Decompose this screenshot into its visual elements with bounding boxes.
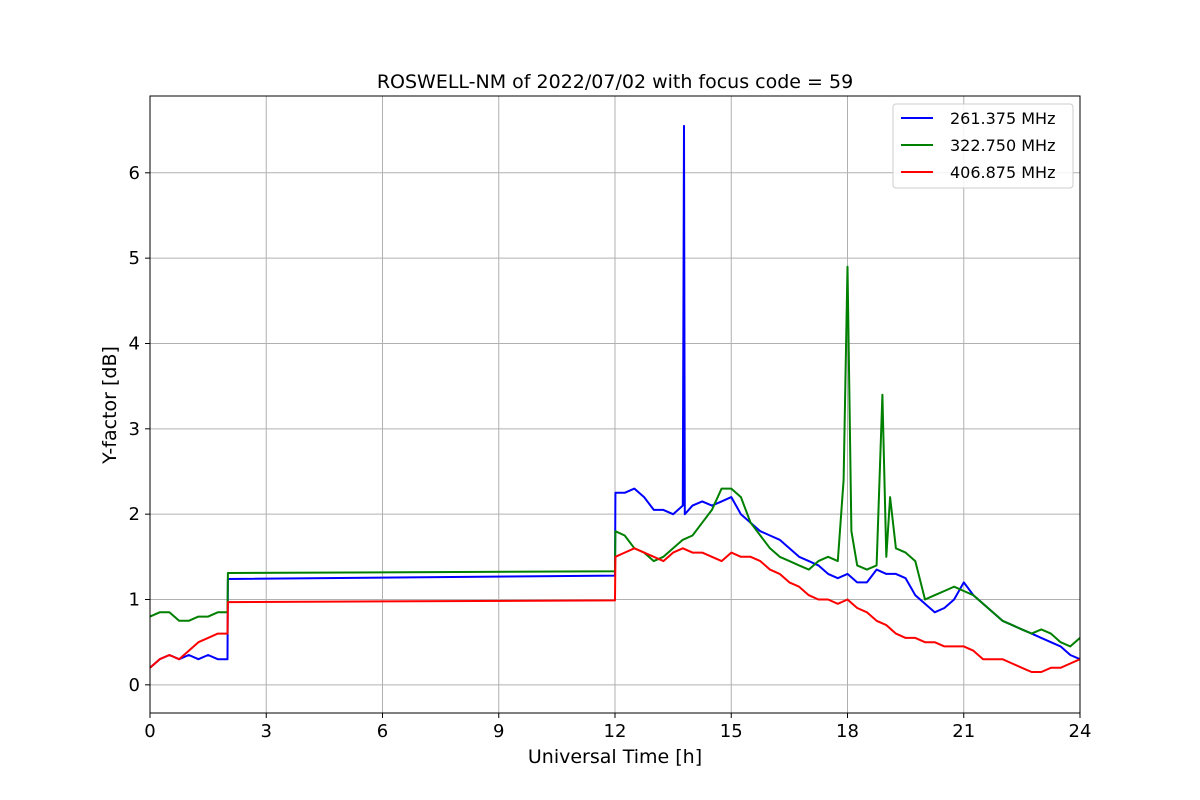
y-tick-label: 4 [129, 333, 140, 354]
y-tick-label: 1 [129, 589, 140, 610]
series-line-2 [149, 265, 1081, 648]
x-tick-label: 9 [493, 721, 504, 742]
legend-box [892, 103, 1074, 189]
x-tick-label: 3 [261, 721, 272, 742]
x-tick-label: 15 [720, 721, 743, 742]
x-tick-label: 21 [952, 721, 975, 742]
series-layer [149, 124, 1081, 673]
series-line-3 [149, 547, 1081, 673]
x-tick-label: 18 [836, 721, 859, 742]
legend-label: 261.375 MHz [950, 109, 1055, 128]
y-axis-label: Y-factor [dB] [99, 346, 121, 465]
legend: 261.375 MHz 322.750 MHz 406.875 MHz [892, 103, 1074, 189]
x-axis-label: Universal Time [h] [528, 746, 702, 768]
y-tick-label: 2 [129, 504, 140, 525]
x-tick-label: 0 [144, 721, 155, 742]
legend-label: 406.875 MHz [950, 163, 1055, 182]
x-tick-label: 24 [1069, 721, 1092, 742]
y-tick-label: 3 [129, 419, 140, 440]
x-tick-label: 6 [377, 721, 388, 742]
y-tick-label: 0 [129, 675, 140, 696]
y-tick-label: 5 [129, 248, 140, 269]
y-tick-label: 6 [129, 163, 140, 184]
legend-label: 322.750 MHz [950, 136, 1055, 155]
chart-title: ROSWELL-NM of 2022/07/02 with focus code… [377, 71, 853, 93]
x-tick-label: 12 [604, 721, 627, 742]
